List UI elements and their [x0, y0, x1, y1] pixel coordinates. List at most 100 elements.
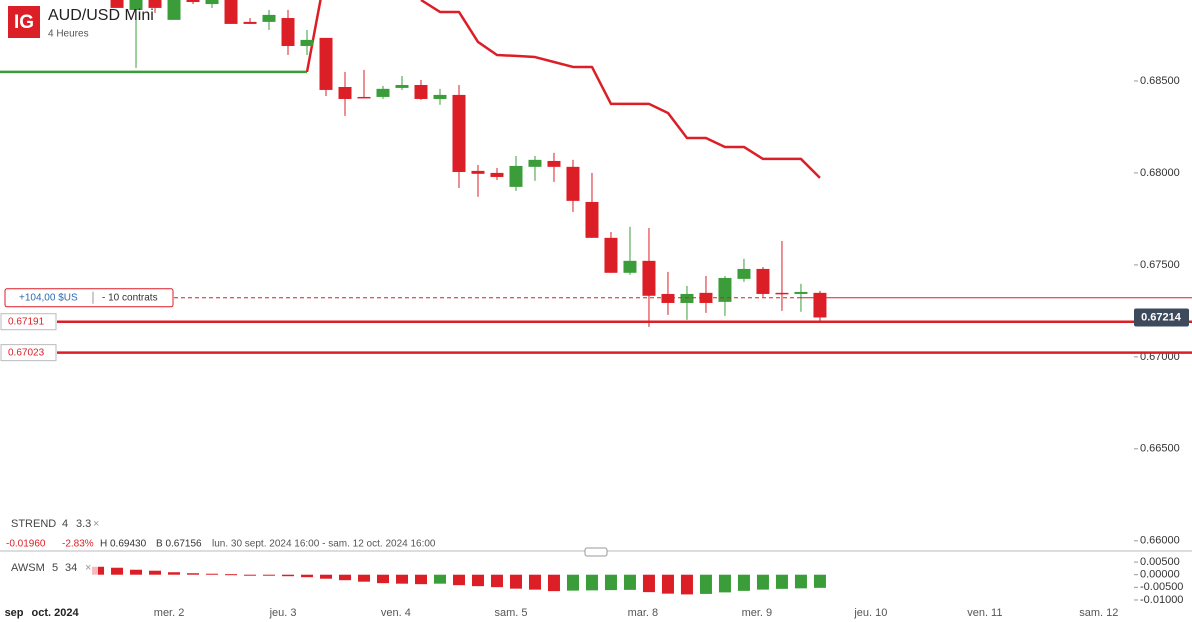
y-tick-label: 0.68000	[1140, 167, 1180, 179]
main-panel	[0, 0, 827, 327]
candle-body	[718, 277, 732, 302]
oscillator-param: 5	[52, 562, 58, 574]
candle-body	[699, 292, 713, 303]
oscillator-bar	[547, 574, 560, 592]
oscillator-bar	[452, 574, 465, 586]
x-tick-label: sam. 12	[1079, 607, 1118, 619]
oscillator-bar	[244, 574, 257, 576]
oscillator-bar	[414, 574, 427, 585]
level-label: 0.67191	[8, 316, 45, 327]
candle-body	[357, 96, 371, 99]
y-tick-label: 0.67500	[1140, 259, 1180, 271]
indicator-close: ×	[93, 518, 99, 530]
stat: lun. 30 sept. 2024 16:00 - sam. 12 oct. …	[212, 539, 436, 550]
oscillator-bar	[376, 574, 389, 584]
x-tick-label: mar. 8	[628, 607, 659, 619]
stat: -2.83%	[62, 539, 94, 550]
candle-body	[604, 237, 618, 273]
x-tick-label: ven. 11	[967, 607, 1002, 619]
indicator-param: 4	[62, 518, 68, 530]
oscillator-bar	[301, 574, 314, 578]
oscillator-bar	[509, 574, 522, 589]
candle-body	[205, 0, 219, 5]
oscillator-bar	[149, 570, 162, 575]
candle-body	[148, 0, 162, 8]
oscillator-param: 34	[65, 562, 77, 574]
candle-body	[300, 39, 314, 46]
last-price-label: 0.67214	[1141, 311, 1182, 323]
stat: H 0.69430	[100, 539, 147, 550]
level-label-box	[0, 313, 57, 331]
candle-body	[433, 94, 447, 99]
overlay: IG AUD/USD Mini 4 Heures STREND 4 3.3 ×-0.0…	[0, 6, 436, 575]
oscillator-bar	[358, 574, 371, 582]
oscillator-bar	[168, 572, 181, 575]
position-pnl: +104,00 $US	[19, 292, 78, 303]
candle-body	[471, 170, 485, 174]
candle-body	[376, 88, 390, 97]
indicator-name: STREND	[11, 518, 56, 530]
candle-body	[414, 84, 428, 99]
position-box	[4, 288, 174, 308]
logo-box	[8, 6, 40, 38]
candle-body	[110, 0, 124, 8]
candle-body	[167, 0, 181, 20]
oscillator-bar	[263, 574, 276, 576]
supertrend-line	[305, 0, 821, 179]
panel-handle[interactable]	[584, 547, 608, 557]
oscillator-bar	[737, 574, 750, 591]
stat: -0.01960	[6, 539, 46, 550]
candle-body	[224, 0, 238, 24]
oscillator-bar	[471, 574, 484, 587]
y-tick-label: 0.66000	[1140, 535, 1180, 547]
oscillator-bar	[756, 574, 769, 590]
oscillator-bar	[718, 574, 731, 593]
candle-body	[813, 292, 827, 318]
oscillator-bar	[604, 574, 617, 591]
stat: B 0.67156	[156, 539, 202, 550]
oscillator-bar	[395, 574, 408, 584]
y-tick-label: 0.68500	[1140, 75, 1180, 87]
y2-tick-label: 0.00000	[1140, 569, 1180, 581]
level-label-box	[0, 344, 57, 362]
candle-body	[452, 94, 466, 172]
level-label: 0.67023	[8, 347, 45, 358]
oscillator-bar	[813, 574, 826, 588]
oscillator-bar	[528, 574, 541, 590]
oscillator-bar	[661, 574, 674, 594]
last-price-box	[1134, 308, 1189, 327]
candle-body	[243, 21, 257, 24]
x-tick-label: oct. 2024	[32, 607, 80, 619]
oscillator-close: ×	[85, 562, 91, 574]
candle-body	[661, 293, 675, 303]
candle-body	[547, 160, 561, 167]
position-size: - 10 contrats	[102, 292, 158, 303]
chart-subtitle: 4 Heures	[48, 29, 89, 40]
x-tick-label: ven. 4	[381, 607, 411, 619]
oscillator-bar	[130, 569, 143, 575]
x-tick-label: mer. 2	[154, 607, 185, 619]
oscillator-bar	[566, 574, 579, 591]
candle-body	[737, 268, 751, 279]
candle-body	[756, 268, 770, 294]
y2-tick-label: 0.00500	[1140, 556, 1180, 568]
oscillator-bar	[490, 574, 503, 588]
candle-body	[281, 18, 295, 46]
oscillator-bar	[642, 574, 655, 593]
oscillator-bar	[680, 574, 693, 595]
x-tick-label: jeu. 10	[853, 607, 887, 619]
x-tick-label: sep	[5, 607, 24, 619]
oscillator-bar	[111, 567, 124, 575]
y2-tick-label: -0.00500	[1140, 581, 1183, 593]
oscillator-bar	[775, 574, 788, 589]
candle-body	[585, 201, 599, 238]
oscillator-name: AWSM	[11, 562, 45, 574]
oscillator-bar	[320, 574, 333, 579]
oscillator-bar	[187, 573, 200, 575]
candle-body	[775, 292, 789, 295]
oscillator-bar	[282, 574, 295, 577]
logo: IG	[14, 12, 34, 33]
candle-body	[186, 0, 200, 3]
oscillator-bar	[794, 574, 807, 589]
